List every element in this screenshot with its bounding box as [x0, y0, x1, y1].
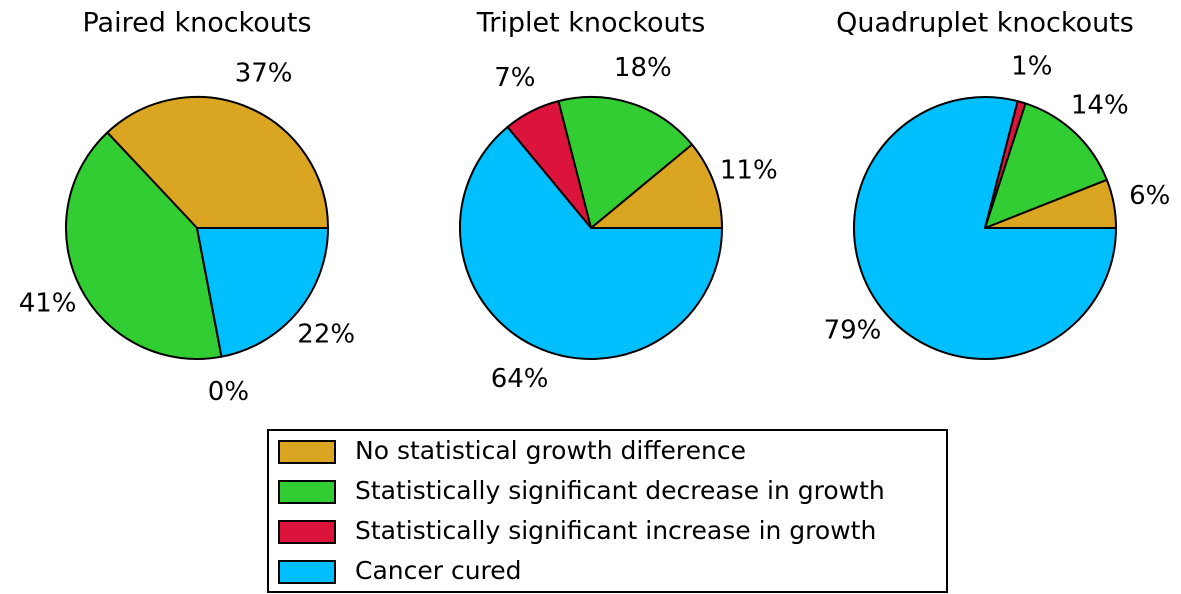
- pie-slice: [106, 96, 329, 229]
- pie-slice: [459, 126, 723, 360]
- slice-label: 6%: [1129, 181, 1170, 211]
- slice-label: 7%: [494, 63, 535, 93]
- slice-label: 37%: [235, 59, 293, 89]
- pie-slice: [853, 96, 1117, 360]
- chart-title: Paired knockouts: [82, 8, 311, 39]
- legend-swatch: [278, 560, 336, 584]
- legend-swatch: [278, 440, 336, 464]
- pie-slice: [590, 143, 723, 229]
- legend-label: Statistically significant decrease in gr…: [355, 476, 885, 505]
- legend-box: [267, 429, 948, 593]
- slice-label: 41%: [19, 289, 77, 319]
- pie-slice: [196, 227, 329, 358]
- legend-swatch: [278, 520, 336, 544]
- slice-label: 18%: [614, 53, 672, 83]
- slice-label: 14%: [1071, 90, 1129, 120]
- slice-label: 1%: [1011, 51, 1052, 81]
- slice-label: 22%: [297, 319, 355, 349]
- chart-title: Triplet knockouts: [476, 8, 706, 39]
- pie-slice: [65, 131, 223, 360]
- slice-label: 0%: [208, 377, 249, 407]
- pie-slice: [557, 96, 693, 229]
- legend-label: Cancer cured: [355, 556, 522, 585]
- legend-label: No statistical growth difference: [355, 436, 746, 465]
- legend-label: Statistically significant increase in gr…: [355, 516, 876, 545]
- legend-swatch: [278, 480, 336, 504]
- slice-label: 64%: [491, 364, 549, 394]
- slice-label: 79%: [824, 315, 882, 345]
- slice-label: 11%: [720, 156, 778, 186]
- chart-title: Quadruplet knockouts: [836, 8, 1134, 39]
